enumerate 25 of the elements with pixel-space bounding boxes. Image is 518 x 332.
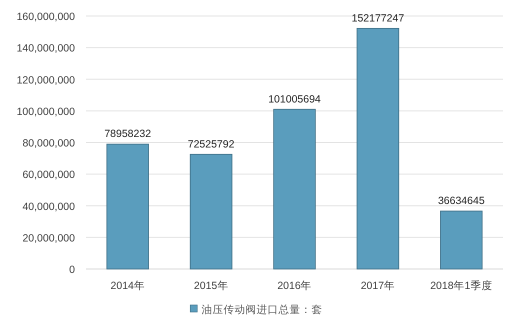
bar [106,144,149,270]
y-tick-label: 120,000,000 [16,74,76,86]
data-label: 101005694 [268,93,321,106]
y-tick-label: 100,000,000 [16,106,76,118]
y-tick-label: 40,000,000 [22,200,76,213]
x-tick-label: 2015年 [194,280,228,292]
x-tick-label: 2014年 [110,280,145,292]
bar [190,154,232,270]
legend-label: 油压传动阀进口总量：套 [201,303,322,316]
x-tick-label: 2018年1季度 [430,279,492,292]
data-label: 72525792 [188,138,235,150]
y-tick-label: 0 [69,264,76,276]
bar [356,28,400,270]
bar [273,108,316,270]
data-label: 152177247 [352,12,404,24]
x-tick-label: 2016年 [277,280,312,292]
y-tick-label: 60,000,000 [22,169,76,182]
y-tick-label: 80,000,000 [22,138,76,150]
y-tick-label: 140,000,000 [16,42,76,55]
data-label: 36634645 [438,195,485,208]
x-tick-label: 2017年 [360,280,396,292]
data-label: 78958232 [104,128,152,140]
bar [440,210,483,270]
y-tick-label: 20,000,000 [22,232,76,244]
y-tick-label: 160,000,000 [16,11,76,23]
